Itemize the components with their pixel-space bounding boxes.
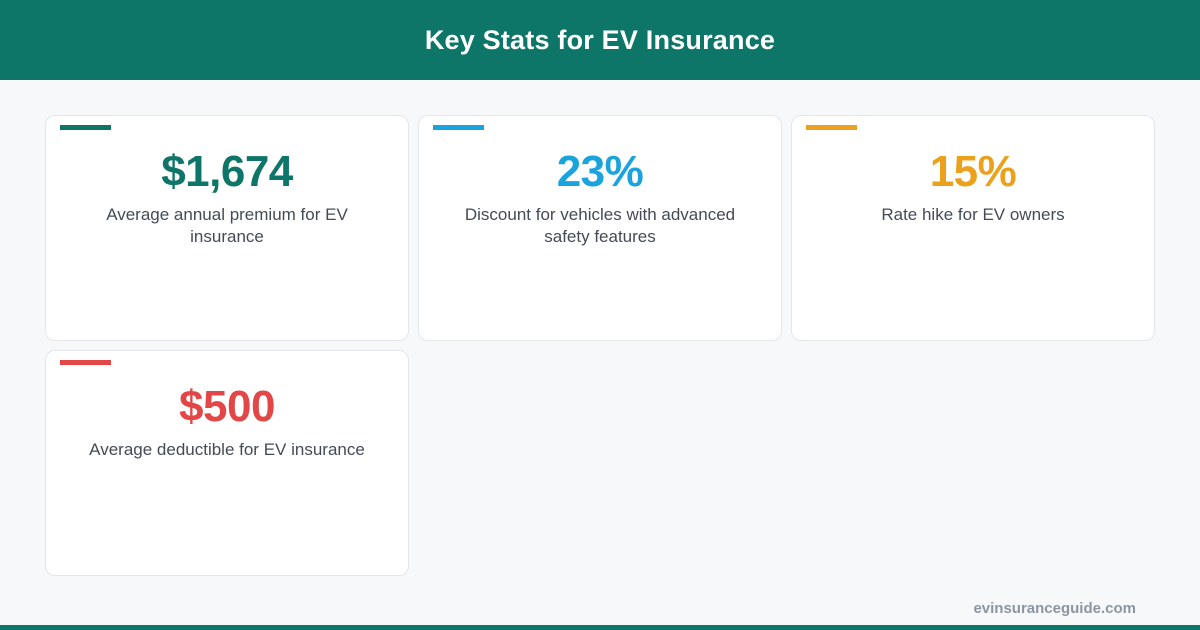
stat-description: Rate hike for EV owners — [881, 205, 1065, 224]
stat-card-accent-bar — [60, 360, 111, 365]
stat-card-accent-bar — [806, 125, 857, 130]
footer-bar — [0, 625, 1200, 630]
stat-description: Discount for vehicles with advanced safe… — [464, 205, 736, 246]
stat-card-rate-hike: 15% Rate hike for EV owners — [791, 115, 1155, 341]
stat-value: 15% — [929, 147, 1017, 196]
footer-domain-link[interactable]: evinsuranceguide.com — [973, 600, 1136, 617]
stat-card-accent-bar — [60, 125, 111, 130]
page-title: Key Stats for EV Insurance — [424, 24, 776, 55]
stat-value: $500 — [179, 382, 275, 431]
stat-card-safety-discount: 23% Discount for vehicles with advanced … — [418, 115, 782, 341]
stat-value: $1,674 — [161, 147, 293, 196]
stat-description: Average deductible for EV insurance — [89, 440, 365, 459]
stat-card-annual-premium: $1,674 Average annual premium for EV ins… — [45, 115, 409, 341]
stat-card-deductible: $500 Average deductible for EV insurance — [45, 350, 409, 576]
stat-value: 23% — [556, 147, 644, 196]
header-banner: Key Stats for EV Insurance — [0, 0, 1200, 80]
stat-card-accent-bar — [433, 125, 484, 130]
stat-description: Average annual premium for EV insurance — [106, 205, 348, 246]
